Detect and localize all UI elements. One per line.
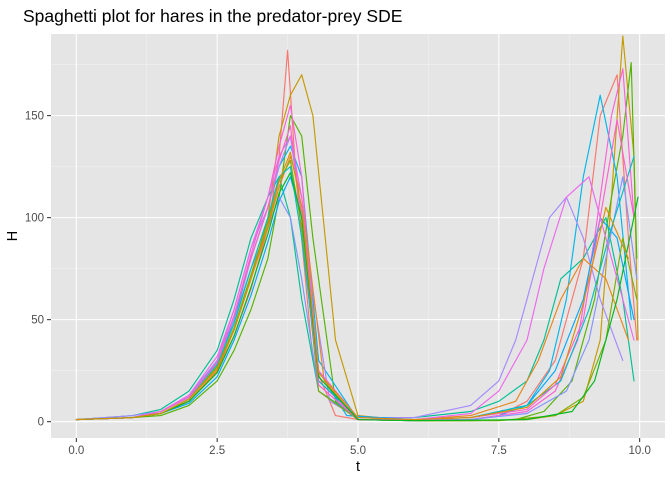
series-line-3 xyxy=(75,62,638,422)
x-tick-label: 7.5 xyxy=(491,445,507,457)
series-line-15 xyxy=(75,172,639,422)
x-tick-label: 0.0 xyxy=(68,445,84,457)
series-line-16 xyxy=(75,151,629,421)
x-axis-title: t xyxy=(356,459,360,475)
x-tick-label: 5.0 xyxy=(350,445,366,457)
y-tick-label: 50 xyxy=(31,315,44,327)
x-tick-label: 2.5 xyxy=(209,445,225,457)
y-tick-label: 150 xyxy=(25,111,44,123)
x-axis: 0.0 2.5 5.0 7.5 10.0 xyxy=(68,438,651,457)
series-lines xyxy=(75,35,639,422)
x-tick-label: 10.0 xyxy=(628,445,650,457)
y-tick-label: 100 xyxy=(25,213,44,225)
y-tick-label: 0 xyxy=(38,417,44,429)
series-line-13 xyxy=(75,135,635,421)
y-axis: 0 50 100 150 xyxy=(25,111,51,429)
chart-title: Spaghetti plot for hares in the predator… xyxy=(23,6,402,26)
y-axis-title: H xyxy=(5,231,21,241)
